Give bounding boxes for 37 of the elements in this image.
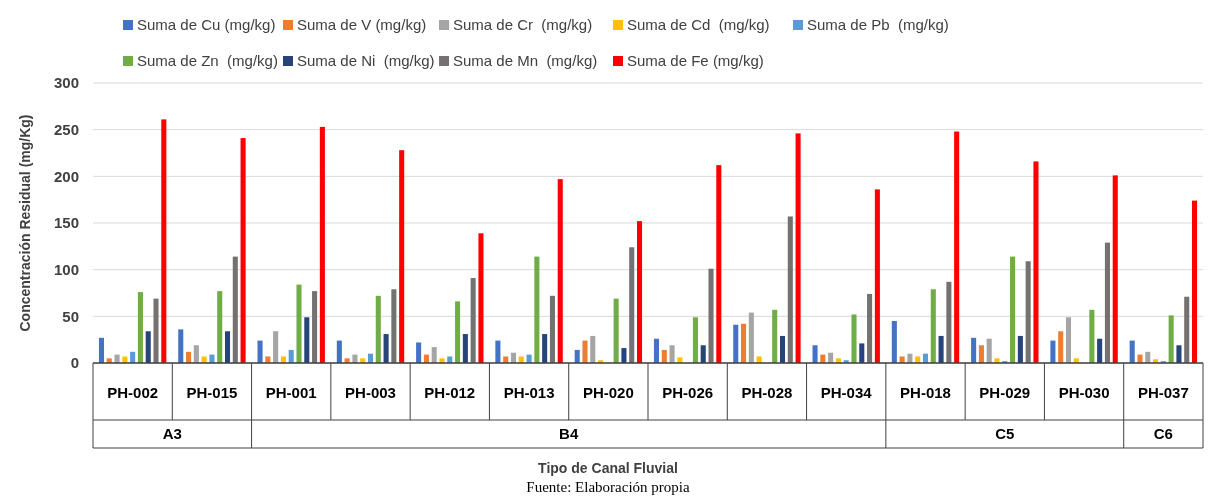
y-axis-title: Concentración Residual (mg/Kg) [17, 114, 33, 332]
legend-label: Suma de Zn (mg/kg) [137, 52, 278, 69]
legend-label: Suma de V (mg/kg) [297, 16, 427, 33]
text: A3 [162, 425, 182, 442]
x-tick-label: PH-001 [265, 384, 317, 401]
x-tick-label: PH-002 [107, 384, 159, 401]
x-tick-label: PH-028 [741, 384, 793, 401]
y-tick-label: 300 [53, 74, 79, 92]
y-tick-label: 0 [70, 354, 79, 372]
source-note: Fuente: Elaboración propia [526, 479, 690, 495]
x-tick-label: PH-018 [900, 384, 951, 401]
x-tick-label: PH-037 [1137, 384, 1189, 401]
text: C5 [995, 425, 1015, 442]
legend-label: Suma de Pb (mg/kg) [807, 16, 949, 33]
y-tick-label: 100 [53, 260, 79, 278]
x-tick-label: PH-003 [345, 384, 396, 401]
legend-label: Suma de Cr (mg/kg) [453, 16, 593, 33]
y-tick-label: 50 [62, 307, 79, 325]
x-tick-label: PH-015 [186, 384, 238, 401]
x-axis-title: Tipo de Canal Fluvial [538, 460, 678, 476]
x-tick-label: PH-034 [820, 384, 873, 401]
legend-label: Suma de Mn (mg/kg) [453, 52, 598, 69]
text: C6 [1153, 425, 1173, 442]
legend-label: Suma de Cd (mg/kg) [627, 16, 770, 33]
x-tick-label: PH-020 [582, 384, 634, 401]
legend-label: Suma de Fe (mg/kg) [627, 52, 764, 69]
legend-label: Suma de Ni (mg/kg) [297, 52, 435, 69]
x-tick-label: PH-012 [424, 384, 476, 401]
y-tick-label: 200 [53, 167, 79, 185]
x-tick-label: PH-013 [503, 384, 555, 401]
y-tick-label: 250 [53, 120, 79, 138]
x-tick-label: PH-026 [662, 384, 714, 401]
x-tick-label: PH-029 [979, 384, 1031, 401]
x-tick-label: PH-030 [1058, 384, 1110, 401]
text: B4 [559, 425, 579, 442]
y-tick-label: 150 [53, 214, 79, 232]
legend-label: Suma de Cu (mg/kg) [137, 16, 276, 33]
